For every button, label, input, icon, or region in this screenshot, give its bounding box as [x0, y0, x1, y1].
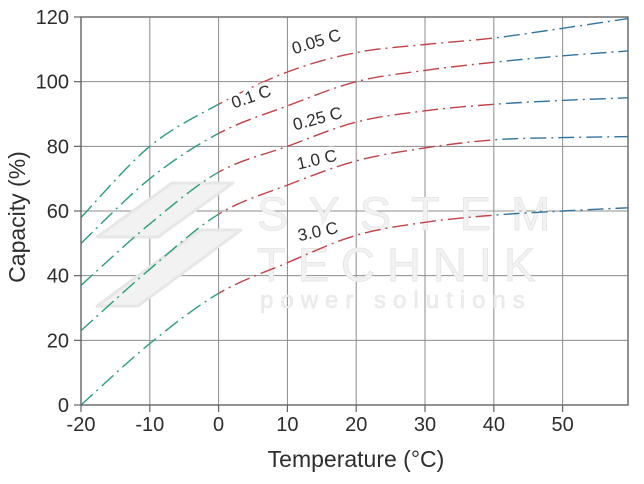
y-tick-label: 60: [47, 201, 69, 223]
y-tick-label: 80: [47, 136, 69, 158]
y-axis-title: Capacity (%): [4, 151, 30, 283]
x-tick-label: -20: [67, 414, 96, 436]
x-tick-label: 50: [552, 414, 574, 436]
series-label-0.25C: 0.25 C: [291, 103, 344, 134]
x-tick-label: 0: [213, 414, 224, 436]
y-tick-label: 20: [47, 330, 69, 352]
x-tick-label: 30: [414, 414, 436, 436]
x-tick-label: -10: [135, 414, 164, 436]
x-tick-label: 10: [276, 414, 298, 436]
curve-0.1C-segment-1: [218, 61, 494, 135]
watermark-logo-lower-band: [95, 228, 243, 308]
x-tick-label: 20: [345, 414, 367, 436]
axes-layer: -20 -10 0 10 20 30 40 50 0 20 40 60 80 100 120: [36, 7, 629, 436]
curve-0.1C-segment-2: [493, 50, 629, 64]
curve-0.05C-segment-2: [493, 17, 629, 39]
curve-0.25C-segment-2: [493, 97, 629, 105]
curve-3.0C-segment-2: [493, 207, 629, 216]
watermark: SYSTEM TECHNIK power solutions: [95, 181, 570, 314]
watermark-text-line3: power solutions: [260, 287, 532, 314]
series-label-0.1C: 0.1 C: [229, 81, 274, 112]
series-label-0.05C: 0.05 C: [290, 25, 343, 58]
y-tick-label: 40: [47, 266, 69, 288]
watermark-text-line1: SYSTEM: [257, 187, 570, 240]
y-tick-label: 0: [58, 395, 69, 417]
curves-layer: [81, 17, 629, 406]
x-tick-label: 40: [483, 414, 505, 436]
series-label-1.0C: 1.0 C: [295, 146, 339, 174]
curve-1.0C-segment-2: [493, 135, 629, 141]
watermark-text-line2: TECHNIK: [257, 238, 547, 291]
y-tick-label: 120: [36, 7, 69, 29]
grid-layer: [81, 17, 628, 405]
watermark-logo-upper-band: [95, 181, 235, 239]
y-tick-label: 100: [36, 72, 69, 94]
x-axis-title: Temperature (°C): [268, 446, 445, 472]
curve-0.05C-segment-0: [81, 103, 219, 218]
